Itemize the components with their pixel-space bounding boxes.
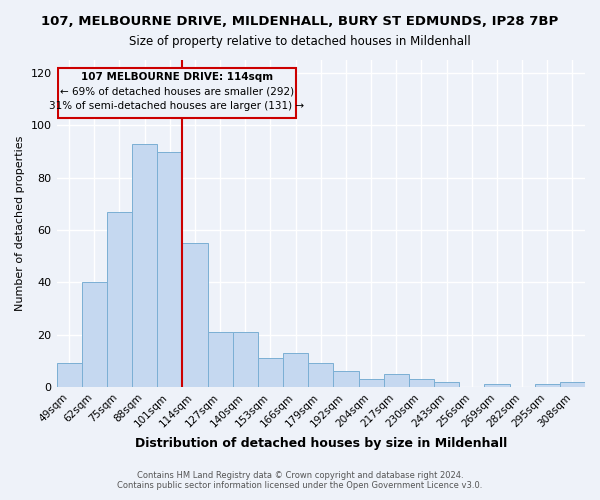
Bar [82,282,107,387]
Bar [208,332,233,387]
Bar [107,212,132,387]
Bar [258,358,283,387]
Bar [434,382,459,387]
Bar [409,379,434,387]
Bar [56,364,82,387]
Bar [182,243,208,387]
Bar [383,374,409,387]
Text: ← 69% of detached houses are smaller (292): ← 69% of detached houses are smaller (29… [59,86,294,96]
Text: Size of property relative to detached houses in Mildenhall: Size of property relative to detached ho… [129,35,471,48]
Text: 31% of semi-detached houses are larger (131) →: 31% of semi-detached houses are larger (… [49,100,304,110]
Text: Contains HM Land Registry data © Crown copyright and database right 2024.
Contai: Contains HM Land Registry data © Crown c… [118,470,482,490]
Y-axis label: Number of detached properties: Number of detached properties [15,136,25,311]
Bar [359,379,383,387]
Bar [157,152,182,387]
FancyBboxPatch shape [58,68,296,117]
Bar [233,332,258,387]
Bar [132,144,157,387]
X-axis label: Distribution of detached houses by size in Mildenhall: Distribution of detached houses by size … [134,437,507,450]
Bar [484,384,509,387]
Bar [560,382,585,387]
Text: 107 MELBOURNE DRIVE: 114sqm: 107 MELBOURNE DRIVE: 114sqm [80,72,273,82]
Bar [334,372,359,387]
Bar [308,364,334,387]
Bar [283,353,308,387]
Text: 107, MELBOURNE DRIVE, MILDENHALL, BURY ST EDMUNDS, IP28 7BP: 107, MELBOURNE DRIVE, MILDENHALL, BURY S… [41,15,559,28]
Bar [535,384,560,387]
